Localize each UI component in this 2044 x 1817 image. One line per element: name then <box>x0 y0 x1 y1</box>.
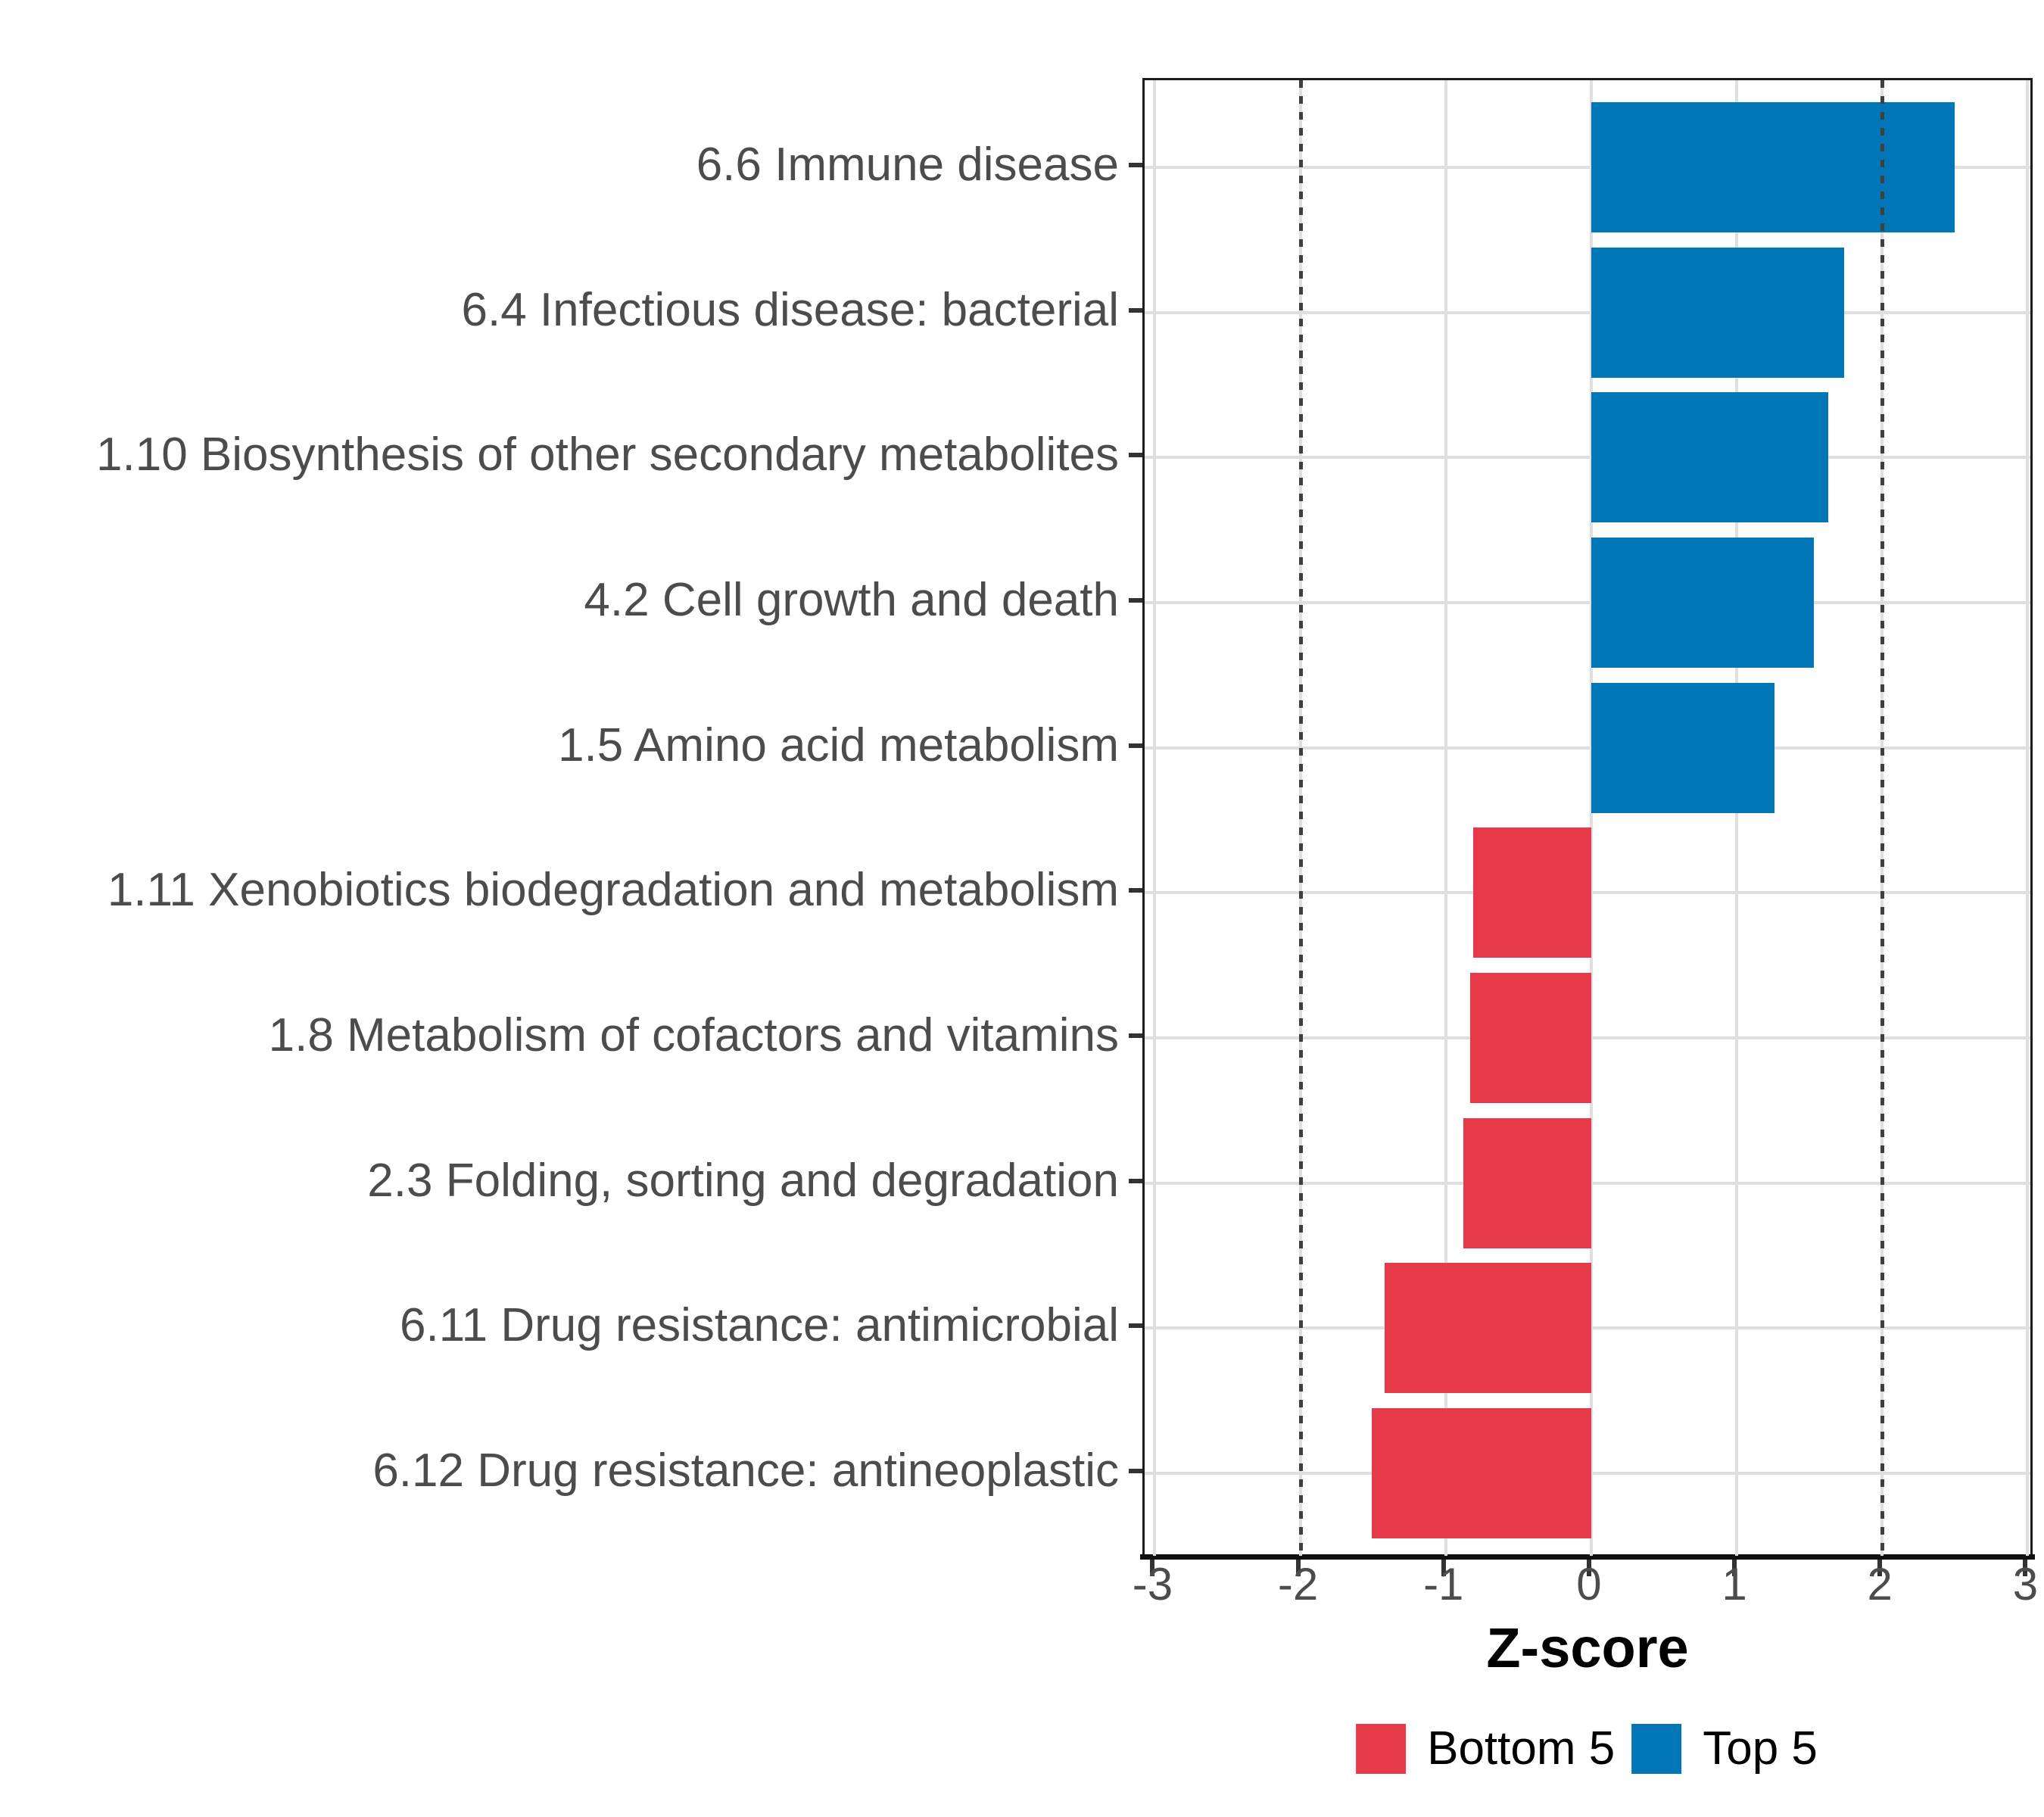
x-tick-label: 3 <box>2012 1559 2039 1610</box>
plot-panel <box>1142 78 2033 1558</box>
legend-swatch <box>1356 1724 1407 1774</box>
y-axis-label: 1.11 Xenobiotics biodegradation and meta… <box>107 864 1119 917</box>
x-tick-label: -2 <box>1277 1559 1319 1610</box>
legend-label: Bottom 5 <box>1427 1722 1616 1775</box>
legend: Bottom 5 Top 5 <box>1356 1724 1818 1774</box>
legend-item: Bottom 5 <box>1356 1724 1615 1774</box>
gridline-horizontal <box>1145 601 2030 604</box>
x-tick-label: -3 <box>1132 1559 1173 1610</box>
y-tick <box>1129 307 1142 313</box>
bar <box>1591 538 1814 668</box>
gridline-vertical <box>1735 80 1739 1556</box>
y-axis-label: 1.8 Metabolism of cofactors and vitamins <box>268 1009 1119 1061</box>
bar <box>1591 247 1845 378</box>
bar <box>1591 392 1829 523</box>
y-axis-label: 6.4 Infectious disease: bacterial <box>461 283 1119 336</box>
x-axis-line <box>1140 1554 2035 1560</box>
gridline-vertical <box>1153 80 1157 1556</box>
gridline-horizontal <box>1145 456 2030 460</box>
x-tick-label: 1 <box>1722 1559 1747 1610</box>
x-tick <box>1295 1560 1301 1576</box>
x-tick <box>1732 1560 1737 1576</box>
y-tick <box>1129 888 1142 893</box>
y-tick <box>1129 1469 1142 1473</box>
x-tick-label: 0 <box>1576 1559 1602 1610</box>
gridline-horizontal <box>1145 166 2030 169</box>
y-axis-label: 6.6 Immune disease <box>696 139 1119 191</box>
bar <box>1371 1408 1591 1538</box>
gridline-vertical <box>1444 80 1447 1556</box>
y-axis-label: 2.3 Folding, sorting and degradation <box>367 1154 1119 1207</box>
x-axis-title: Z-score <box>1486 1616 1689 1679</box>
bar <box>1463 1117 1591 1248</box>
y-axis-label: 6.12 Drug resistance: antineoplastic <box>372 1445 1119 1497</box>
y-tick <box>1129 1033 1142 1038</box>
y-tick <box>1129 453 1142 458</box>
bar <box>1591 102 1955 232</box>
x-tick-label: 2 <box>1867 1559 1893 1610</box>
gridline-horizontal <box>1145 746 2030 750</box>
reference-line <box>1880 80 1885 1556</box>
bar <box>1385 1263 1591 1394</box>
y-axis-label: 1.5 Amino acid metabolism <box>558 718 1119 771</box>
y-tick <box>1129 743 1142 748</box>
x-tick <box>1441 1560 1446 1576</box>
gridline-vertical <box>1589 80 1593 1556</box>
gridline-vertical <box>2026 80 2030 1556</box>
y-tick <box>1129 1323 1142 1329</box>
x-tick <box>1877 1560 1883 1576</box>
bar <box>1591 682 1775 813</box>
y-axis-label: 1.10 Biosynthesis of other secondary met… <box>96 429 1119 482</box>
legend-label: Top 5 <box>1703 1722 1818 1775</box>
y-tick <box>1129 1178 1142 1183</box>
y-axis-label: 6.11 Drug resistance: antimicrobial <box>400 1299 1119 1352</box>
gridline-horizontal <box>1145 310 2030 314</box>
x-tick <box>1150 1560 1155 1576</box>
bar <box>1473 827 1591 958</box>
y-tick <box>1129 163 1142 167</box>
x-tick-label: -1 <box>1423 1559 1464 1610</box>
x-tick <box>2023 1560 2028 1576</box>
legend-swatch <box>1631 1724 1682 1774</box>
y-tick <box>1129 598 1142 603</box>
bar <box>1470 973 1591 1103</box>
y-axis-label: 4.2 Cell growth and death <box>584 574 1119 626</box>
reference-line <box>1298 80 1303 1556</box>
x-tick <box>1586 1560 1591 1576</box>
legend-item: Top 5 <box>1631 1724 1818 1774</box>
